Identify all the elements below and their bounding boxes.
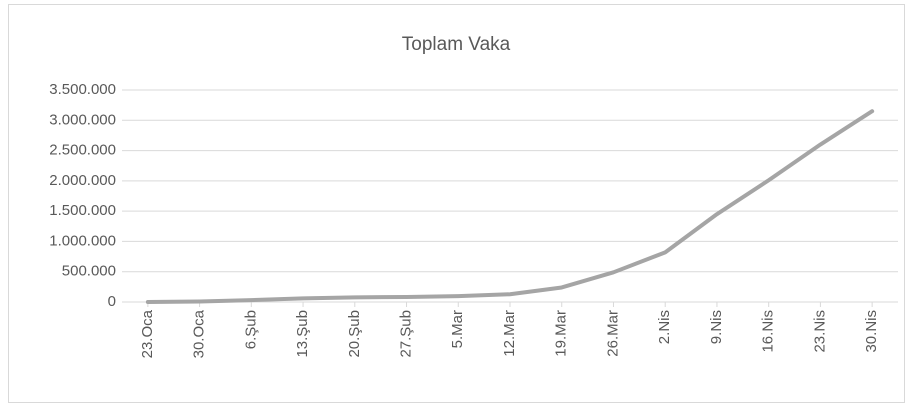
x-tick-label: 23.Nis [811, 310, 828, 353]
x-tick-label: 23.Oca [139, 309, 156, 358]
line-series [145, 109, 875, 304]
y-tick-label: 1.000.000 [49, 232, 116, 249]
x-tick-label: 2.Nis [656, 310, 673, 344]
x-tick-label: 30.Oca [191, 309, 208, 358]
y-tick-label: 500.000 [62, 263, 116, 280]
x-tick-label: 5.Mar [449, 310, 466, 348]
y-tick-label: 3.500.000 [49, 81, 116, 98]
x-tick-label: 30.Nis [863, 310, 880, 353]
y-tick-label: 0 [108, 293, 116, 310]
x-tick-label: 26.Mar [604, 310, 621, 357]
chart-title: Toplam Vaka [402, 34, 511, 55]
x-tick-label: 9.Nis [708, 310, 725, 344]
chart-border [8, 4, 905, 403]
x-tick-label: 20.Şub [346, 310, 363, 358]
x-tick-label: 13.Şub [294, 310, 311, 358]
y-tick-label: 2.500.000 [49, 142, 116, 159]
y-tick-label: 1.500.000 [49, 202, 116, 219]
y-tick-label: 2.000.000 [49, 172, 116, 189]
x-tick-label: 27.Şub [398, 310, 415, 358]
x-tick-label: 16.Nis [760, 310, 777, 353]
y-tick-label: 3.000.000 [49, 111, 116, 128]
x-tick-label: 19.Mar [553, 310, 570, 357]
x-tick-label: 12.Mar [501, 310, 518, 357]
x-tick-label: 6.Şub [242, 310, 259, 349]
